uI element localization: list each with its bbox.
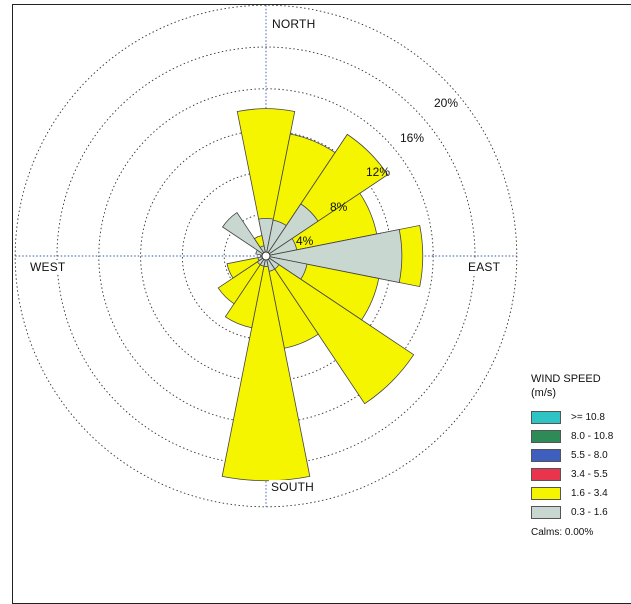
center-calm-circle — [261, 251, 271, 261]
wind-rose-wedge — [265, 229, 403, 283]
wind-rose-plot — [14, 4, 518, 508]
legend-label: 5.5 - 8.0 — [571, 450, 608, 461]
legend-swatch — [531, 449, 561, 462]
ring-label-8: 8% — [330, 200, 348, 214]
wind-rose-wedge — [217, 255, 267, 305]
ring-label-20: 20% — [434, 96, 459, 110]
ring-label-12: 12% — [366, 165, 391, 179]
legend-item: 3.4 - 5.5 — [531, 465, 631, 484]
legend-item: >= 10.8 — [531, 408, 631, 427]
legend-unit: (m/s) — [531, 387, 557, 399]
west-label: WEST — [28, 260, 68, 274]
legend-item: 8.0 - 10.8 — [531, 427, 631, 446]
legend: WIND SPEED (m/s) >= 10.8 8.0 - 10.8 5.5 … — [531, 372, 631, 538]
legend-label: >= 10.8 — [571, 412, 605, 423]
legend-item: 0.3 - 1.6 — [531, 503, 631, 522]
wind-rose-wedge — [236, 108, 296, 257]
legend-label: 3.4 - 5.5 — [571, 469, 608, 480]
legend-swatch — [531, 468, 561, 481]
legend-item: 1.6 - 3.4 — [531, 484, 631, 503]
wind-rose-wedge — [221, 255, 311, 482]
calms-label: Calms: 0.00% — [531, 527, 594, 538]
legend-label: 0.3 - 1.6 — [571, 507, 608, 518]
legend-swatch — [531, 487, 561, 500]
wind-rose-wedge — [226, 255, 267, 279]
ring-label-16: 16% — [400, 131, 425, 145]
east-label: EAST — [466, 260, 503, 274]
legend-item: 5.5 - 8.0 — [531, 446, 631, 465]
wind-rose-wedge — [265, 255, 415, 405]
ring-label-4: 4% — [296, 234, 314, 248]
legend-label: 1.6 - 3.4 — [571, 488, 608, 499]
legend-title: WIND SPEED — [531, 373, 601, 385]
legend-swatch — [531, 411, 561, 424]
legend-swatch — [531, 506, 561, 519]
legend-swatch — [531, 430, 561, 443]
wind-rose-wedge — [224, 255, 267, 329]
legend-label: 8.0 - 10.8 — [571, 431, 614, 442]
wind-rose-wedge — [222, 212, 267, 257]
south-label: SOUTH — [269, 480, 316, 494]
north-label: NORTH — [270, 17, 318, 31]
